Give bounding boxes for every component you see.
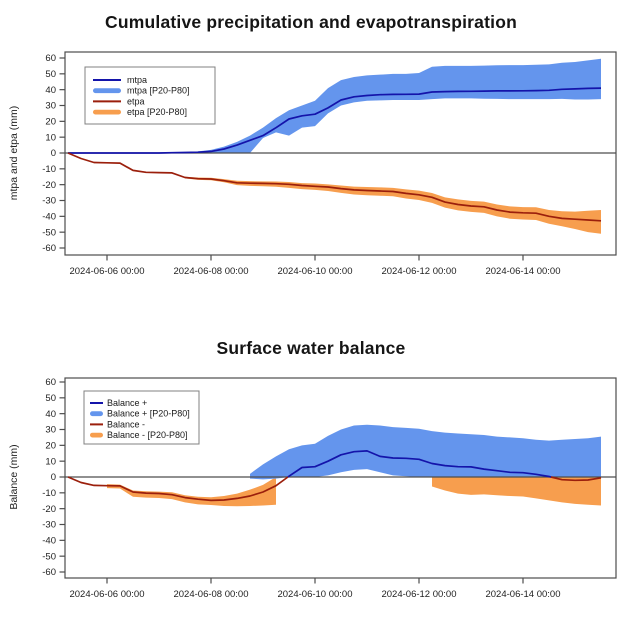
x-tick-label: 2024-06-06 00:00	[69, 266, 144, 277]
chart2-title: Surface water balance	[216, 338, 406, 358]
legend-label: Balance + [P20-P80]	[107, 409, 190, 419]
y-tick-label: -60	[42, 243, 56, 254]
y-tick-label: 30	[45, 101, 56, 112]
x-tick-label: 2024-06-14 00:00	[485, 266, 560, 277]
balance-line	[67, 476, 289, 502]
legend-band-swatch	[93, 88, 121, 94]
legend-band-swatch	[90, 432, 103, 438]
legend-label: Balance +	[107, 398, 147, 408]
legend-label: Balance -	[107, 419, 145, 429]
y-tick-label: -20	[42, 180, 56, 191]
y-tick-label: 60	[45, 53, 56, 64]
legend-band-swatch	[93, 109, 121, 115]
y-tick-label: -20	[42, 504, 56, 515]
chart1-title: Cumulative precipitation and evapotransp…	[105, 12, 517, 32]
etpa-line	[67, 152, 602, 222]
legend-box	[83, 390, 200, 445]
balance-line	[550, 476, 602, 482]
legend-label: Balance - [P20-P80]	[107, 430, 188, 440]
balance-+-band	[250, 424, 601, 480]
legend-label: etpa	[127, 96, 145, 106]
balance-line	[287, 450, 552, 478]
y-tick-label: -30	[42, 196, 56, 207]
y-tick-label: 40	[45, 409, 56, 420]
balance-band	[432, 477, 601, 506]
x-tick-label: 2024-06-06 00:00	[69, 589, 144, 600]
y-tick-label: 20	[45, 117, 56, 128]
etpa-band	[185, 176, 601, 234]
y-tick-label: 50	[45, 69, 56, 80]
precip-et-chart: -60 -50 -40 -30 -20 -10 0 10 20 30 40 50 60 2024-06-0…	[42, 51, 617, 277]
legend-band-swatch	[90, 411, 103, 417]
y-tick-label: -50	[42, 551, 56, 562]
y-tick-label: -60	[42, 567, 56, 578]
x-tick-label: 2024-06-12 00:00	[381, 266, 456, 277]
y-tick-label: -10	[42, 488, 56, 499]
legend-label: mtpa [P20-P80]	[127, 86, 190, 96]
plot-border	[64, 377, 617, 579]
y-tick-label: 40	[45, 85, 56, 96]
y-tick-label: 0	[51, 472, 56, 483]
y-tick-label: -30	[42, 520, 56, 531]
y-tick-label: 10	[45, 132, 56, 143]
mtpa-line	[68, 87, 602, 154]
x-tick-label: 2024-06-08 00:00	[173, 589, 248, 600]
legend-label: etpa [P20-P80]	[127, 107, 187, 117]
water-balance-chart: -60 -50 -40 -30 -20 -10 0 10 20 30 40 50 60 2024-06-0…	[42, 377, 617, 600]
x-tick-label: 2024-06-12 00:00	[381, 589, 456, 600]
mtpa-band	[68, 58, 601, 153]
y-tick-label: 50	[45, 393, 56, 404]
y-tick-label: -40	[42, 536, 56, 547]
x-tick-label: 2024-06-08 00:00	[173, 266, 248, 277]
y-tick-label: -10	[42, 164, 56, 175]
legend: Balance +Balance + [P20-P80]Balance -Bal…	[83, 390, 200, 445]
y-tick-label: 60	[45, 377, 56, 388]
x-tick-label: 2024-06-10 00:00	[277, 266, 352, 277]
y-tick-label: -50	[42, 227, 56, 238]
x-tick-label: 2024-06-10 00:00	[277, 589, 352, 600]
legend-label: mtpa	[127, 75, 147, 85]
y-tick-label: 0	[51, 148, 56, 159]
y-tick-label: 30	[45, 425, 56, 436]
y-tick-label: 20	[45, 441, 56, 452]
y-tick-label: 10	[45, 456, 56, 467]
x-tick-label: 2024-06-14 00:00	[485, 589, 560, 600]
y-tick-label: -40	[42, 212, 56, 223]
